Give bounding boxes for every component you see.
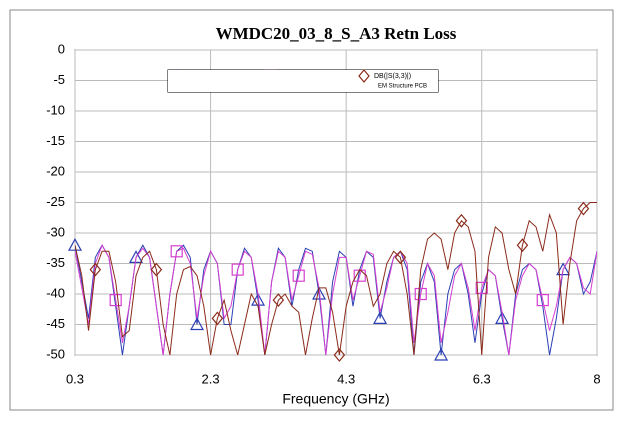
marker [495,311,510,324]
legend-source: EM Structure PCB [378,84,427,90]
y-tick-label: -35 [46,255,65,270]
y-tick-label: -5 [53,72,65,87]
marker [231,263,244,276]
y-tick-label: -45 [46,316,65,331]
x-tick-label: 2.3 [202,371,220,386]
series-line [75,244,597,355]
marker [170,245,183,258]
y-tick-label: 0 [58,41,65,56]
marker [312,286,327,300]
marker [150,262,163,277]
y-tick-label: -15 [46,133,65,148]
x-axis-label: Frequency (GHz) [282,391,389,407]
marker [333,348,346,362]
chart-title: WMDC20_03_8_S_A3 Retn Loss [216,24,457,43]
marker [394,250,407,265]
marker [129,250,144,263]
x-tick-label: 8 [593,371,600,386]
marker [251,292,266,306]
marker [292,269,305,282]
marker [475,281,488,294]
marker [434,347,449,361]
marker [373,311,388,324]
legend-label: DB(|S(3,3)|) [374,73,411,80]
legend-box [168,70,438,92]
x-tick-label: 4.3 [337,371,355,386]
marker [577,201,590,216]
y-tick-label: -50 [46,346,65,361]
marker [272,293,285,308]
marker [109,294,122,307]
marker [516,238,529,253]
marker [358,69,370,83]
y-tick-label: -10 [46,102,65,117]
marker [455,213,468,228]
y-tick-label: -40 [46,285,65,300]
x-tick-label: 6.3 [473,371,491,386]
marker [67,237,83,251]
marker [536,294,549,307]
marker [414,287,427,301]
y-tick-label: -20 [46,163,65,178]
marker [556,262,571,276]
series-line [75,202,597,355]
y-tick-label: -30 [46,224,65,239]
y-tick-label: -25 [46,194,65,209]
marker [190,317,205,331]
marker [211,311,224,326]
marker [89,262,102,277]
x-tick-label: 0.3 [66,371,84,386]
